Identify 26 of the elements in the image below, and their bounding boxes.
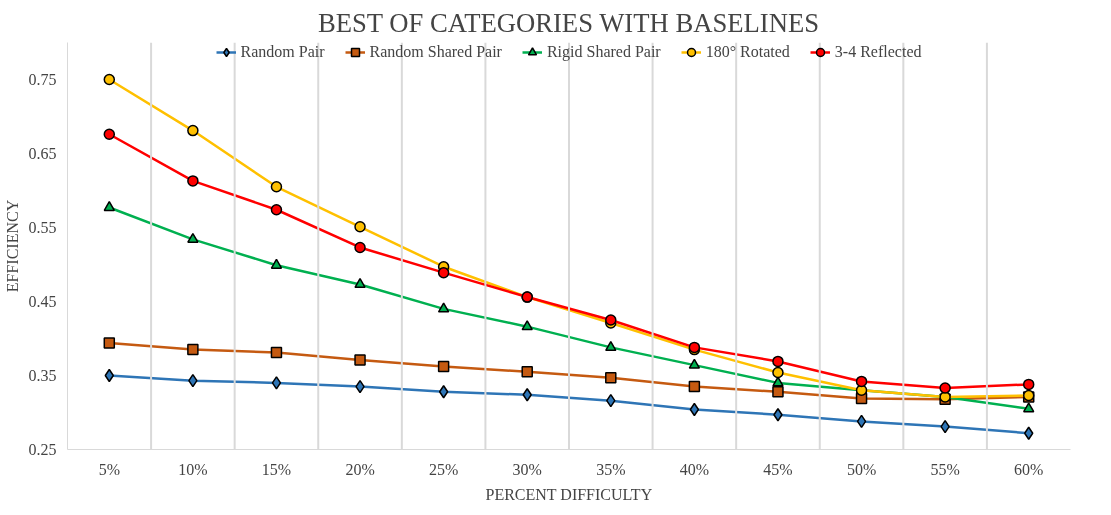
x-tick-label: 20% bbox=[345, 460, 375, 478]
y-tick-label: 0.45 bbox=[28, 293, 57, 310]
x-axis-title: PERCENT DIFFICULTY bbox=[485, 485, 653, 503]
x-tick-label: 10% bbox=[178, 460, 208, 478]
legend-label: Random Shared Pair bbox=[369, 43, 502, 61]
legend-label: 3-4 Reflected bbox=[834, 43, 922, 61]
x-tick-label: 50% bbox=[846, 460, 877, 478]
y-axis-title: EFFICIENCY bbox=[3, 199, 21, 293]
y-tick-label: 0.35 bbox=[28, 367, 57, 384]
y-tick-label: 0.75 bbox=[28, 71, 57, 88]
x-tick-label: 45% bbox=[763, 460, 793, 478]
x-tick-label: 35% bbox=[596, 460, 626, 478]
x-tick-label: 30% bbox=[512, 460, 542, 478]
x-tick-label: 40% bbox=[679, 460, 710, 478]
chart-title: BEST OF CATEGORIES WITH BASELINES bbox=[317, 7, 820, 38]
x-tick-label: 55% bbox=[930, 460, 960, 478]
legend-label: 180° Rotated bbox=[705, 43, 790, 61]
legend-label: Rigid Shared Pair bbox=[546, 43, 661, 61]
legend-label: Random Pair bbox=[240, 43, 325, 61]
x-tick-label: 15% bbox=[261, 460, 292, 478]
x-tick-label: 25% bbox=[428, 460, 459, 478]
x-tick-label: 60% bbox=[1014, 460, 1044, 478]
y-tick-label: 0.55 bbox=[28, 219, 57, 236]
y-tick-label: 0.25 bbox=[28, 441, 57, 458]
y-tick-label: 0.65 bbox=[28, 145, 57, 162]
x-tick-label: 5% bbox=[98, 460, 120, 478]
